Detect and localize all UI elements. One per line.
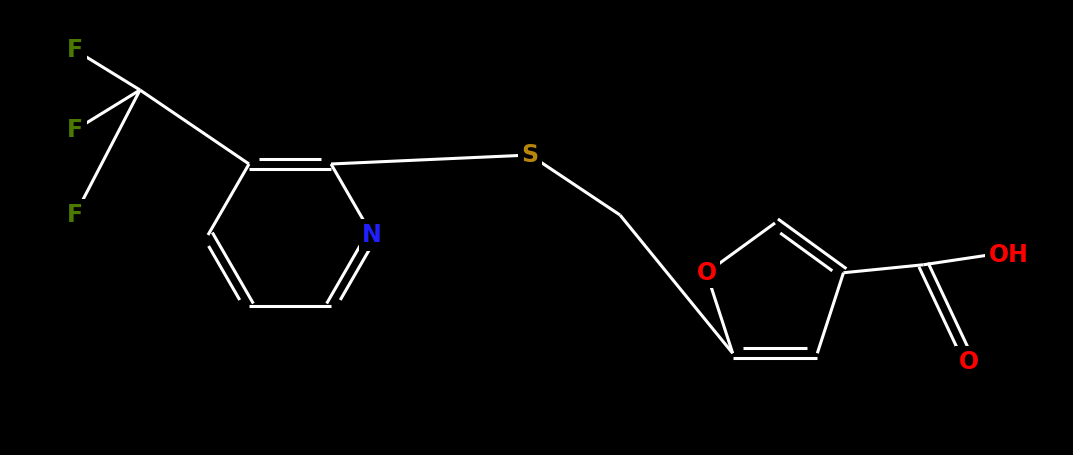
- Text: O: O: [958, 350, 979, 374]
- Text: O: O: [696, 261, 717, 285]
- Text: F: F: [67, 38, 83, 62]
- Text: S: S: [521, 143, 539, 167]
- Text: OH: OH: [988, 243, 1028, 267]
- Text: F: F: [67, 203, 83, 227]
- Text: F: F: [67, 118, 83, 142]
- Text: N: N: [362, 223, 382, 247]
